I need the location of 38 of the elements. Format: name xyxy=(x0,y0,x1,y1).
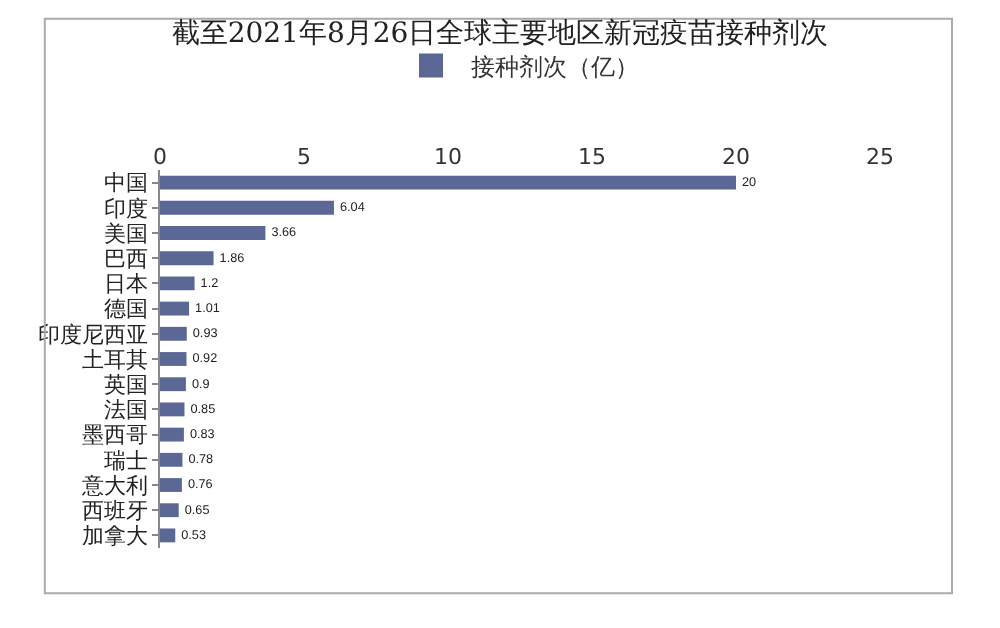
y-tick-label: 意大利 xyxy=(79,472,148,499)
x-tick-label: 25 xyxy=(866,143,894,170)
y-tick-label: 瑞士 xyxy=(103,447,148,474)
bar xyxy=(160,503,179,518)
y-tick-label: 中国 xyxy=(103,170,148,197)
x-tick-label: 20 xyxy=(722,143,750,170)
bar xyxy=(160,452,183,467)
y-tick-label: 英国 xyxy=(103,371,148,398)
bar xyxy=(160,276,195,291)
x-tick-label: 15 xyxy=(578,143,606,170)
y-tick-label: 印度 xyxy=(103,195,148,222)
bar xyxy=(160,251,214,266)
x-tick-label: 0 xyxy=(153,143,167,170)
y-tick-label: 印度尼西亚 xyxy=(37,321,148,348)
y-tick-label: 土耳其 xyxy=(81,346,148,373)
y-tick-label: 西班牙 xyxy=(81,497,148,524)
y-tick-label: 德国 xyxy=(103,296,148,323)
bar xyxy=(160,200,334,215)
bar xyxy=(160,326,187,341)
y-tick-label: 巴西 xyxy=(103,245,148,272)
x-tick-label: 5 xyxy=(297,143,311,170)
y-tick-label: 法国 xyxy=(103,397,148,424)
bar xyxy=(160,175,736,190)
bar xyxy=(160,427,184,442)
chart-title: 截至2021年8月26日全球主要地区新冠疫苗接种剂次 xyxy=(171,17,829,50)
bar xyxy=(160,352,187,366)
bar xyxy=(160,377,186,392)
y-tick-label: 日本 xyxy=(103,271,148,298)
bar xyxy=(160,301,190,316)
y-tick-label: 美国 xyxy=(103,220,148,247)
y-tick-label: 墨西哥 xyxy=(81,422,148,449)
x-tick-label: 10 xyxy=(434,143,462,170)
bar xyxy=(160,478,182,492)
legend-label: 接种剂次（亿） xyxy=(471,52,639,81)
bar xyxy=(160,226,266,240)
bar xyxy=(160,402,185,417)
y-tick-label: 加拿大 xyxy=(81,523,148,550)
bar xyxy=(160,528,176,543)
